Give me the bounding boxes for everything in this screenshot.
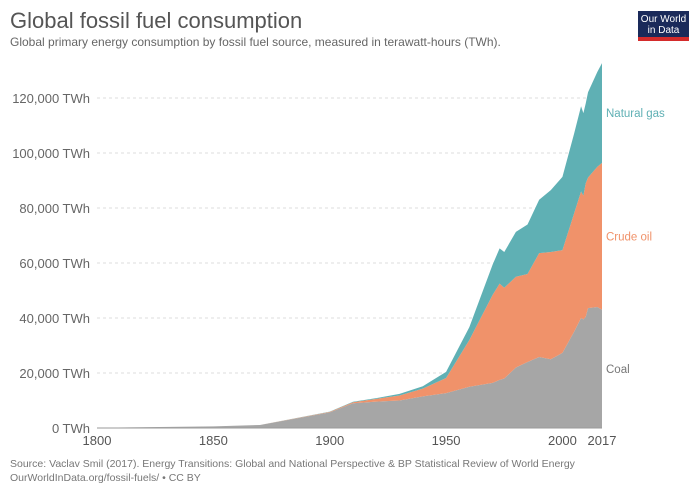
x-tick-label: 2017 bbox=[588, 433, 617, 448]
area-crude-oil bbox=[97, 162, 602, 428]
y-tick-label: 60,000 TWh bbox=[19, 256, 90, 271]
x-tick-label: 1900 bbox=[315, 433, 344, 448]
chart-title: Global fossil fuel consumption bbox=[10, 8, 303, 33]
x-tick-label: 1800 bbox=[83, 433, 112, 448]
x-tick-label: 2000 bbox=[548, 433, 577, 448]
owid-logo[interactable]: Our World in Data bbox=[638, 11, 689, 41]
logo-text: Our World in Data bbox=[640, 14, 687, 36]
y-tick-label: 100,000 TWh bbox=[12, 146, 90, 161]
y-tick-label: 40,000 TWh bbox=[19, 311, 90, 326]
y-tick-label: 20,000 TWh bbox=[19, 366, 90, 381]
chart-subtitle: Global primary energy consumption by fos… bbox=[10, 35, 501, 49]
x-tick-label: 1850 bbox=[199, 433, 228, 448]
y-tick-label: 80,000 TWh bbox=[19, 201, 90, 216]
y-tick-label: 0 TWh bbox=[52, 421, 90, 436]
series-label: Natural gas bbox=[606, 108, 665, 120]
y-tick-label: 120,000 TWh bbox=[12, 91, 90, 106]
series-label: Crude oil bbox=[606, 231, 652, 243]
source-url[interactable]: OurWorldInData.org/fossil-fuels/ • CC BY bbox=[10, 472, 201, 484]
area-coal bbox=[97, 307, 602, 428]
x-tick-label: 1950 bbox=[432, 433, 461, 448]
source-note: Source: Vaclav Smil (2017). Energy Trans… bbox=[10, 458, 575, 470]
series-label: Coal bbox=[606, 364, 630, 376]
